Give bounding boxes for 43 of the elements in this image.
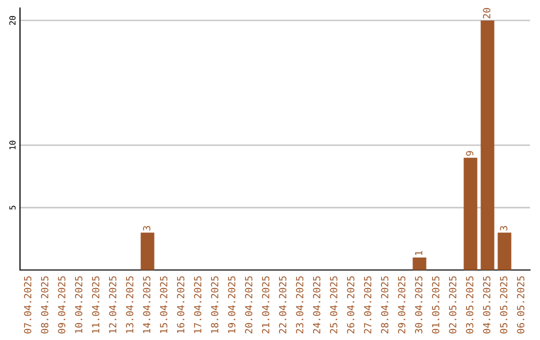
data-label: 9 bbox=[466, 151, 474, 156]
x-tick-label: 12.04.2025 bbox=[108, 276, 116, 333]
x-tick-label: 19.04.2025 bbox=[228, 276, 236, 333]
x-tick-label: 09.04.2025 bbox=[58, 276, 66, 334]
bar bbox=[464, 158, 478, 270]
x-tick-label: 28.04.2025 bbox=[380, 276, 388, 334]
x-tick-label: 30.04.2025 bbox=[414, 276, 422, 334]
y-tick-label: 10 bbox=[9, 140, 16, 150]
x-tick-label: 14.04.2025 bbox=[142, 276, 150, 333]
x-tick-label: 05.05.2025 bbox=[500, 276, 508, 334]
bar bbox=[498, 232, 512, 270]
x-tick-label: 13.04.2025 bbox=[126, 276, 134, 333]
x-tick-label: 11.04.2025 bbox=[92, 276, 100, 333]
bar bbox=[140, 232, 154, 270]
data-label: 3 bbox=[142, 226, 150, 231]
x-tick-label: 01.05.2025 bbox=[432, 276, 440, 334]
x-tick-label: 08.04.2025 bbox=[40, 276, 48, 334]
x-tick-label: 22.04.2025 bbox=[278, 276, 286, 334]
data-label: 20 bbox=[482, 8, 490, 18]
x-tick-label: 23.04.2025 bbox=[296, 276, 304, 334]
x-tick-label: 07.04.2025 bbox=[24, 276, 32, 334]
x-tick-label: 10.04.2025 bbox=[74, 276, 82, 333]
bar bbox=[412, 258, 426, 270]
x-tick-label: 16.04.2025 bbox=[176, 276, 184, 333]
x-tick-label: 02.05.2025 bbox=[448, 276, 456, 334]
x-tick-label: 25.04.2025 bbox=[330, 276, 338, 334]
y-tick-label: 5 bbox=[9, 206, 16, 210]
x-tick-label: 18.04.2025 bbox=[210, 276, 218, 333]
x-tick-label: 03.05.2025 bbox=[466, 276, 474, 334]
bar bbox=[480, 20, 494, 270]
data-label: 3 bbox=[500, 226, 508, 231]
x-tick-label: 17.04.2025 bbox=[194, 276, 202, 333]
x-tick-label: 15.04.2025 bbox=[160, 276, 168, 333]
x-tick-label: 29.04.2025 bbox=[398, 276, 406, 334]
x-tick-label: 04.05.2025 bbox=[482, 276, 490, 334]
data-label: 1 bbox=[415, 250, 422, 255]
x-tick-label: 27.04.2025 bbox=[364, 276, 372, 334]
x-tick-label: 21.04.2025 bbox=[262, 276, 270, 334]
x-tick-label: 24.04.2025 bbox=[312, 276, 320, 334]
x-tick-label: 26.04.2025 bbox=[346, 276, 354, 334]
x-tick-label: 20.04.2025 bbox=[244, 276, 252, 334]
x-tick-label: 06.05.2025 bbox=[516, 276, 524, 334]
y-tick-label: 20 bbox=[9, 16, 16, 25]
